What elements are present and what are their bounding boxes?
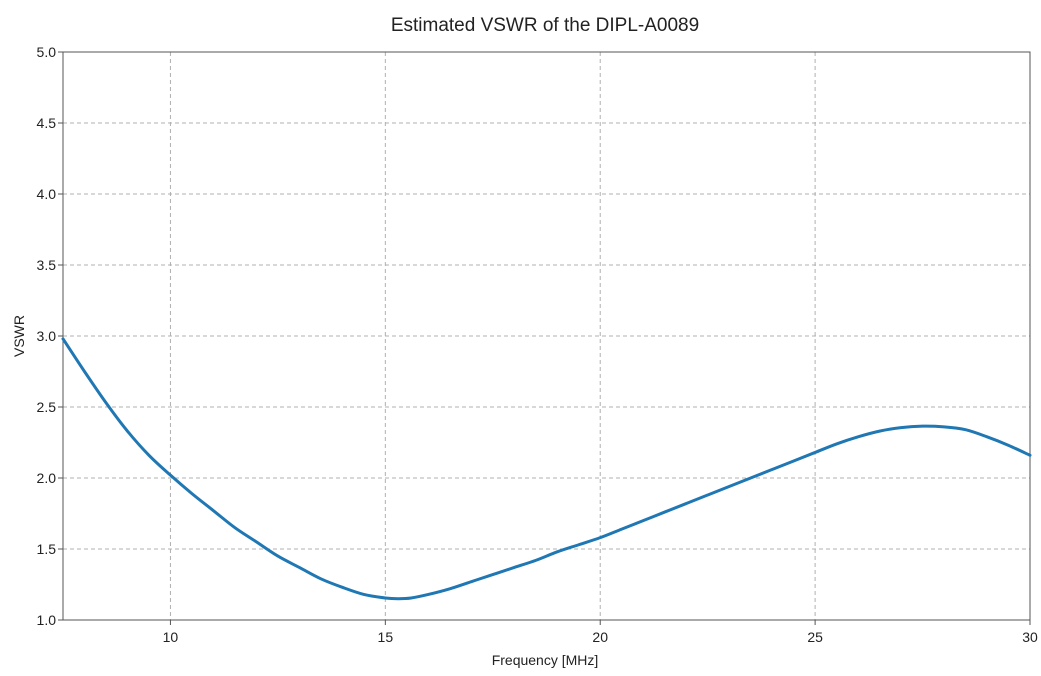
chart-title: Estimated VSWR of the DIPL-A0089 bbox=[391, 15, 699, 36]
y-axis-ticks: 1.0 1.5 2.0 2.5 3.0 3.5 4.0 4.5 5.0 bbox=[37, 44, 63, 628]
y-axis-label: VSWR bbox=[11, 315, 27, 357]
grid-lines bbox=[63, 52, 1030, 620]
y-tick-label: 2.5 bbox=[37, 399, 57, 415]
y-tick-label: 1.0 bbox=[37, 612, 57, 628]
x-tick-label: 10 bbox=[163, 629, 179, 645]
series-layer bbox=[61, 337, 1032, 601]
y-tick-label: 3.5 bbox=[37, 257, 57, 273]
x-tick-label: 20 bbox=[592, 629, 608, 645]
vswr-series-line bbox=[61, 337, 1032, 601]
y-tick-label: 4.0 bbox=[37, 186, 57, 202]
y-tick-label: 5.0 bbox=[37, 44, 57, 60]
y-tick-label: 1.5 bbox=[37, 541, 57, 557]
x-tick-label: 25 bbox=[807, 629, 823, 645]
y-tick-label: 3.0 bbox=[37, 328, 57, 344]
x-axis-label: Frequency [MHz] bbox=[492, 652, 599, 668]
x-axis-ticks: 10 15 20 25 30 bbox=[163, 620, 1038, 645]
x-tick-label: 30 bbox=[1022, 629, 1038, 645]
y-tick-label: 4.5 bbox=[37, 115, 57, 131]
y-tick-label: 2.0 bbox=[37, 470, 57, 486]
x-tick-label: 15 bbox=[378, 629, 394, 645]
